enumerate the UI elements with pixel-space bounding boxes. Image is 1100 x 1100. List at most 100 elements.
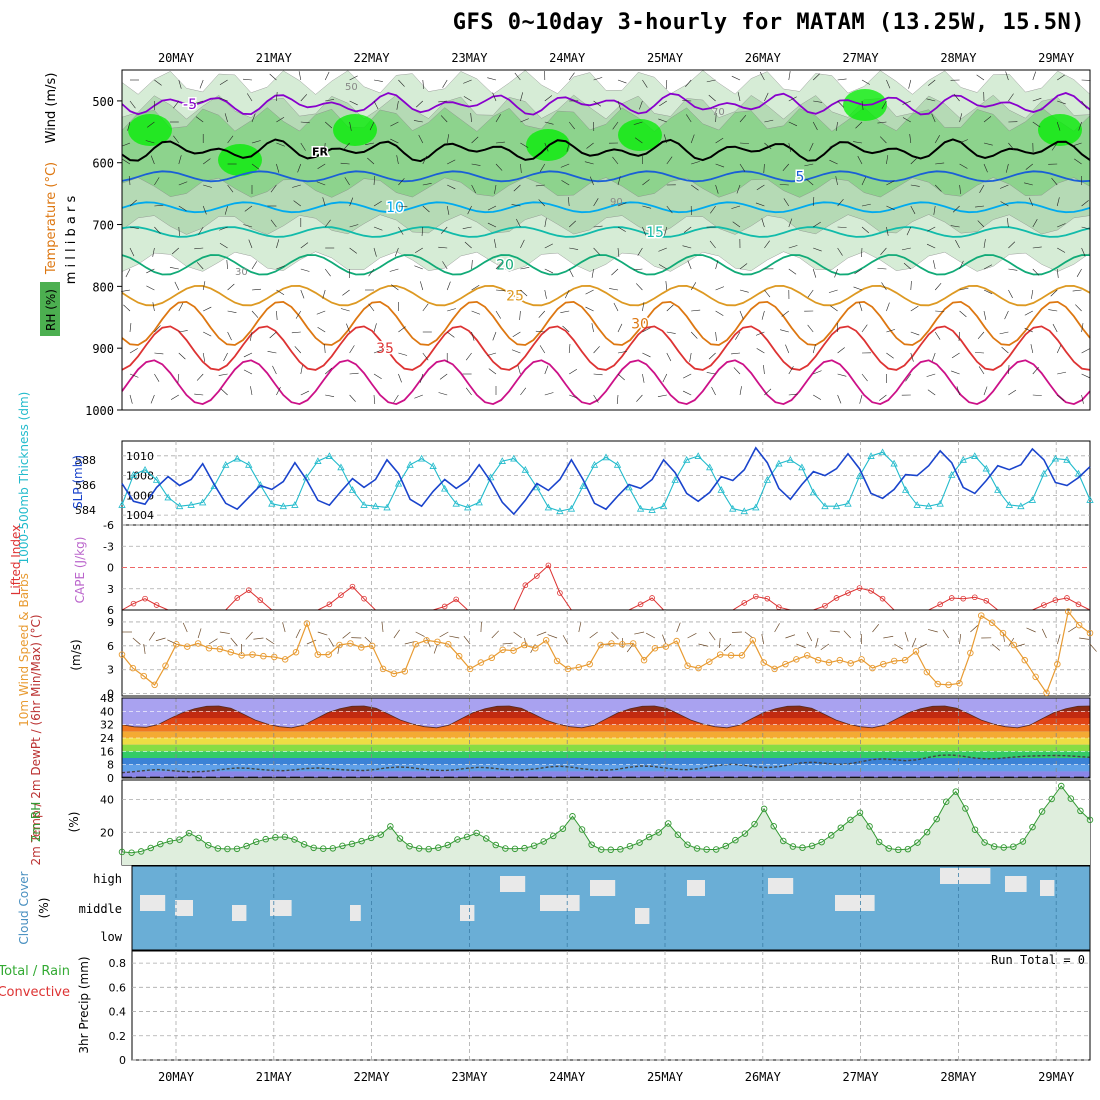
thickness-point	[821, 502, 829, 510]
wind-speed-point	[1021, 656, 1028, 664]
upper-wind-barb	[291, 331, 301, 334]
upper-wind-barb	[520, 266, 530, 270]
upper-wind-barb	[203, 331, 212, 337]
upper-wind-barb	[317, 163, 326, 170]
thickness-point	[855, 472, 864, 480]
upper-wind-barb	[1008, 142, 1015, 151]
upper-wind-barb	[780, 329, 789, 333]
upper-wind-barb	[613, 302, 619, 312]
upper-wind-barb	[442, 79, 448, 88]
upper-wind-barb	[609, 288, 619, 291]
upper-wind-barb	[1032, 121, 1041, 128]
upper-wind-barb	[931, 113, 936, 123]
upper-wind-barb	[715, 163, 725, 168]
cloud-bar	[350, 905, 361, 921]
wind-speed-point	[1043, 689, 1050, 697]
surface-wind-barb	[547, 634, 558, 639]
upper-wind-barb	[788, 393, 798, 396]
wind-speed-point	[695, 664, 702, 672]
upper-wind-barb	[910, 305, 919, 312]
rh2m-point	[732, 836, 739, 844]
upper-wind-barb	[975, 205, 985, 208]
cloud-level-label: low	[100, 930, 122, 944]
upper-wind-barb	[511, 204, 521, 207]
rh2m-point	[243, 842, 250, 850]
upper-wind-barb	[691, 184, 699, 191]
upper-wind-barb	[178, 302, 184, 312]
surface-wind-barb	[744, 631, 754, 639]
cloud-bar	[500, 876, 526, 892]
rh2m-point	[387, 823, 394, 830]
surface-wind-barb	[829, 630, 840, 633]
upper-wind-barb	[761, 218, 765, 228]
surface-wind-barb	[611, 631, 619, 640]
upper-wind-barb	[398, 178, 405, 186]
wind-speed-point	[249, 651, 256, 658]
upper-wind-barb	[903, 262, 911, 270]
upper-wind-barb	[715, 137, 724, 144]
rh2m-point	[607, 846, 615, 854]
upper-wind-barb	[251, 140, 261, 144]
upper-wind-barb	[463, 79, 472, 84]
upper-wind-barb	[853, 141, 863, 144]
upper-wind-barb	[813, 370, 822, 375]
temp-stripe	[122, 724, 1090, 732]
temp-tick-label: 40	[100, 705, 114, 718]
rh2m-point	[550, 832, 557, 840]
upper-wind-barb	[958, 331, 960, 341]
isotherm-label: 25	[506, 289, 524, 305]
rh2m-point	[118, 848, 126, 856]
upper-wind-barb	[910, 352, 914, 362]
upper-wind-barb	[1024, 310, 1033, 316]
wind-speed-point	[597, 641, 604, 649]
lifted-index-point	[822, 602, 828, 609]
upper-wind-barb	[243, 369, 253, 375]
isotherm-line	[121, 138, 1091, 163]
thickness-point	[394, 479, 403, 487]
wind-speed-point	[477, 659, 485, 666]
rh2m-point	[252, 838, 260, 846]
upper-wind-barb	[145, 140, 155, 144]
upper-wind-barb	[617, 202, 627, 207]
rh2m-point	[962, 805, 969, 812]
upper-wind-barb	[1081, 247, 1086, 257]
upper-wind-barb	[593, 198, 599, 207]
thickness-point	[1086, 496, 1094, 503]
upper-wind-barb	[662, 373, 668, 383]
lifted-index-point	[234, 595, 241, 601]
upper-wind-barb	[983, 264, 993, 270]
upper-wind-barb	[324, 367, 333, 375]
upper-wind-barb	[642, 327, 651, 333]
upper-wind-barb	[447, 308, 456, 312]
upper-wind-barb	[593, 77, 603, 81]
bottom-day-label: 27MAY	[843, 1070, 880, 1084]
upper-wind-barb	[470, 113, 472, 123]
rh2m-point	[473, 829, 480, 837]
thickness-tick-label: 588	[75, 454, 96, 467]
thickness-point	[671, 476, 679, 483]
upper-wind-barb	[690, 134, 695, 144]
upper-wind-barb	[390, 138, 399, 144]
upper-wind-barb	[251, 261, 258, 270]
thickness-point	[464, 503, 472, 511]
temp-stripe	[122, 731, 1090, 738]
upper-wind-barb	[934, 184, 942, 192]
top-day-label: 29MAY	[1038, 51, 1075, 65]
upper-wind-barb	[783, 198, 790, 207]
cloud-bar	[940, 868, 991, 884]
wind-speed-point	[434, 638, 441, 646]
upper-wind-barb	[324, 142, 326, 152]
upper-wind-barb	[664, 226, 668, 236]
pressure-tick-label: 900	[92, 342, 114, 356]
upper-wind-barb	[926, 373, 936, 377]
isotherm-label: 10	[386, 200, 404, 216]
upper-wind-barb	[398, 79, 405, 87]
upper-wind-barb	[367, 157, 375, 165]
upper-wind-barb	[373, 349, 383, 354]
upper-wind-barb	[910, 157, 918, 165]
rh2m-point	[214, 845, 222, 852]
upper-wind-barb	[520, 239, 525, 249]
upper-wind-barb	[959, 163, 968, 169]
thickness-point	[175, 502, 184, 510]
upper-wind-barb	[276, 92, 278, 102]
